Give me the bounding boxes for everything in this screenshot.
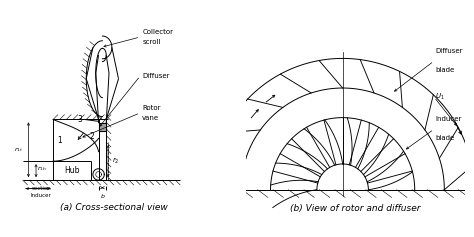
Text: blade: blade bbox=[435, 135, 455, 141]
Text: 1: 1 bbox=[57, 136, 62, 145]
Text: $r_{1t}$: $r_{1t}$ bbox=[14, 145, 23, 154]
Text: (b) View of rotor and diffuser: (b) View of rotor and diffuser bbox=[290, 204, 421, 213]
Text: $r_{1h}$: $r_{1h}$ bbox=[37, 164, 47, 173]
Text: vane: vane bbox=[142, 114, 159, 121]
Text: scroll: scroll bbox=[142, 39, 161, 45]
Text: $r_2$: $r_2$ bbox=[112, 156, 119, 166]
Text: Diffuser: Diffuser bbox=[435, 48, 463, 54]
Text: $b$: $b$ bbox=[100, 192, 105, 201]
Text: Diffuser: Diffuser bbox=[142, 73, 170, 79]
Text: (a) Cross-sectional view: (a) Cross-sectional view bbox=[60, 203, 168, 212]
Text: section: section bbox=[31, 186, 51, 191]
Text: 3: 3 bbox=[77, 115, 82, 124]
Text: Inducer: Inducer bbox=[435, 116, 462, 122]
Text: $U_1$: $U_1$ bbox=[435, 92, 445, 102]
Text: blade: blade bbox=[435, 67, 455, 73]
Text: Collector: Collector bbox=[142, 29, 173, 35]
Text: Hub: Hub bbox=[64, 166, 80, 175]
Text: 2: 2 bbox=[90, 132, 94, 141]
Text: Rotor: Rotor bbox=[142, 105, 161, 111]
Text: Inducer: Inducer bbox=[30, 193, 51, 198]
